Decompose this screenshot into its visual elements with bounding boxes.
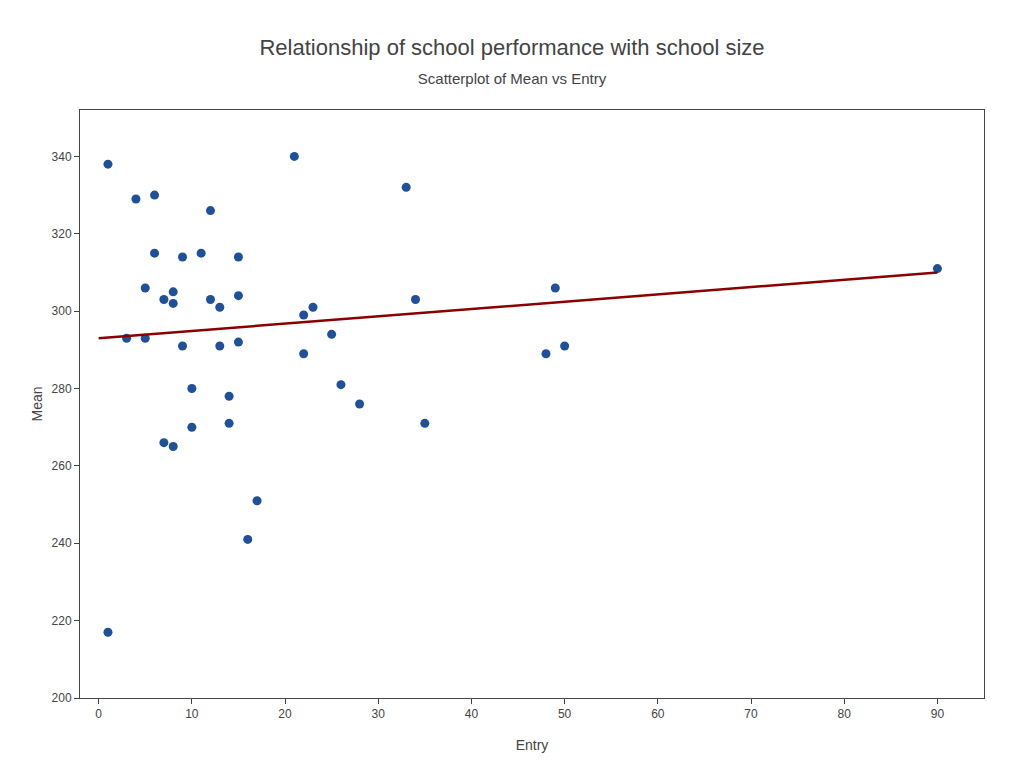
svg-text:30: 30 <box>372 707 386 721</box>
svg-text:70: 70 <box>744 707 758 721</box>
svg-text:260: 260 <box>52 459 72 473</box>
svg-text:Entry: Entry <box>516 737 549 753</box>
svg-text:200: 200 <box>52 691 72 705</box>
svg-text:220: 220 <box>52 614 72 628</box>
svg-text:320: 320 <box>52 227 72 241</box>
svg-text:300: 300 <box>52 304 72 318</box>
svg-text:40: 40 <box>465 707 479 721</box>
svg-text:80: 80 <box>838 707 852 721</box>
svg-text:50: 50 <box>558 707 572 721</box>
svg-text:340: 340 <box>52 150 72 164</box>
svg-text:0: 0 <box>95 707 102 721</box>
svg-text:20: 20 <box>278 707 292 721</box>
svg-text:60: 60 <box>651 707 665 721</box>
svg-text:Scatterplot of Mean vs Entry: Scatterplot of Mean vs Entry <box>418 70 607 87</box>
svg-text:90: 90 <box>931 707 945 721</box>
svg-text:240: 240 <box>52 536 72 550</box>
svg-text:280: 280 <box>52 382 72 396</box>
svg-text:Mean: Mean <box>29 386 45 421</box>
svg-text:Relationship of school perform: Relationship of school performance with … <box>259 35 764 60</box>
svg-text:10: 10 <box>185 707 199 721</box>
